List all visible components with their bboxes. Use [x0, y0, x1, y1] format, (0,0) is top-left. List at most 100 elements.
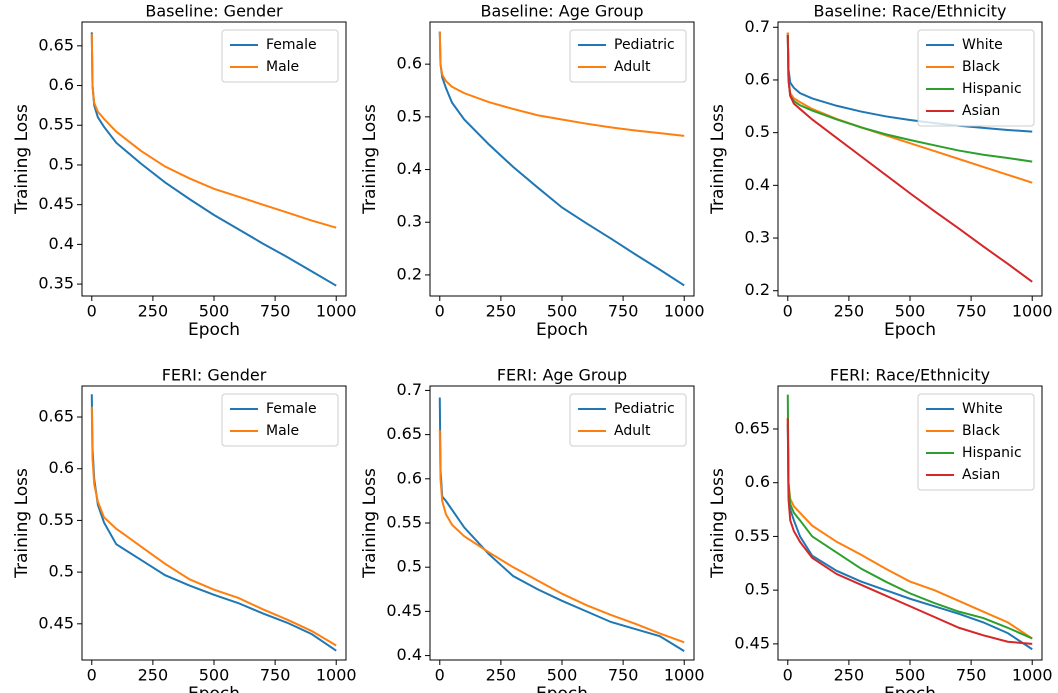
x-axis-label: Epoch: [188, 684, 240, 693]
y-tick-label: 0.5: [49, 562, 74, 581]
x-tick-label: 250: [834, 666, 865, 685]
legend-label: Adult: [614, 59, 651, 75]
y-tick-label: 0.5: [745, 580, 770, 599]
x-tick-label: 250: [138, 302, 169, 321]
y-axis-label: Training Loss: [12, 468, 32, 579]
legend-label: White: [962, 37, 1003, 53]
series-line: [438, 31, 685, 287]
subplot: FERI: Gender 0 250 500 750 1000 0.45 0.5 0.55 0.6…: [12, 366, 357, 693]
y-tick-label: 0.6: [397, 54, 422, 73]
x-tick-label: 0: [783, 302, 793, 321]
y-tick-label: 0.4: [49, 234, 74, 253]
y-tick-label: 0.35: [38, 274, 74, 293]
legend: Female Male: [221, 29, 339, 83]
series-line: [786, 32, 1033, 133]
y-tick-label: 0.2: [745, 280, 770, 299]
legend-box: [221, 29, 339, 83]
plot-area: [90, 32, 337, 287]
y-tick-label: 0.5: [397, 106, 422, 125]
plot-area: [786, 32, 1033, 283]
y-tick-label: 0.7: [397, 380, 422, 399]
legend: White Black Hispanic Asian: [917, 29, 1035, 127]
subplot: FERI: Age Group 0 250 500 750 1000 0.4 0.45 0.5 0…: [360, 366, 705, 693]
x-tick-label: 1000: [1012, 302, 1053, 321]
x-tick-label: 750: [260, 666, 291, 685]
x-tick-label: 0: [87, 666, 97, 685]
subplot-title: Baseline: Age Group: [480, 2, 643, 21]
x-tick-label: 1000: [1012, 666, 1053, 685]
y-tick-label: 0.2: [397, 264, 422, 283]
x-tick-label: 1000: [664, 666, 705, 685]
y-tick-label: 0.55: [38, 510, 74, 529]
y-axis-label: Training Loss: [12, 104, 32, 215]
y-tick-label: 0.55: [38, 115, 74, 134]
x-tick-label: 1000: [316, 666, 357, 685]
y-tick-label: 0.65: [38, 407, 74, 426]
y-tick-label: 0.5: [397, 557, 422, 576]
x-tick-label: 250: [486, 302, 517, 321]
y-axis-label: Training Loss: [360, 468, 380, 579]
y-tick-label: 0.4: [745, 175, 770, 194]
y-tick-label: 0.3: [745, 228, 770, 247]
y-axis-label: Training Loss: [708, 468, 728, 579]
legend-box: [221, 393, 339, 447]
x-tick-label: 250: [138, 666, 169, 685]
series-line: [438, 397, 685, 653]
series-line: [786, 35, 1033, 283]
x-tick-label: 1000: [316, 302, 357, 321]
legend-label: Hispanic: [962, 81, 1022, 97]
legend: Pediatric Adult: [569, 393, 687, 447]
legend-box: [917, 393, 1035, 491]
y-tick-label: 0.5: [49, 154, 74, 173]
subplot-title: FERI: Age Group: [497, 366, 627, 385]
x-tick-label: 500: [547, 666, 578, 685]
x-axis-label: Epoch: [884, 320, 936, 340]
x-tick-label: 750: [608, 302, 639, 321]
y-tick-label: 0.65: [38, 35, 74, 54]
y-tick-label: 0.45: [734, 633, 770, 652]
legend-box: [917, 29, 1035, 127]
y-tick-label: 0.3: [397, 212, 422, 231]
x-tick-label: 250: [834, 302, 865, 321]
series-line: [90, 406, 337, 647]
plot-area: [438, 397, 685, 653]
subplot: Baseline: Race/Ethnicity 0 250 500 750 1000 0.…: [708, 2, 1053, 341]
series-line: [438, 430, 685, 644]
x-axis-label: Epoch: [188, 320, 240, 340]
y-tick-label: 0.45: [38, 613, 74, 632]
legend-box: [569, 29, 687, 83]
x-tick-label: 500: [199, 666, 230, 685]
y-tick-label: 0.4: [397, 159, 422, 178]
y-axis-label: Training Loss: [360, 104, 380, 215]
plot-area: [786, 394, 1033, 651]
x-tick-label: 500: [895, 666, 926, 685]
x-tick-label: 0: [435, 666, 445, 685]
x-tick-label: 500: [199, 302, 230, 321]
y-tick-label: 0.5: [745, 122, 770, 141]
subplot-title: FERI: Race/Ethnicity: [830, 366, 990, 385]
legend: Pediatric Adult: [569, 29, 687, 83]
legend-label: White: [962, 401, 1003, 417]
x-axis-label: Epoch: [536, 320, 588, 340]
x-tick-label: 500: [895, 302, 926, 321]
y-tick-label: 0.6: [745, 472, 770, 491]
subplot: Baseline: Age Group 0 250 500 750 1000 0.2 0.3 0…: [360, 2, 705, 341]
plot-area: [438, 31, 685, 287]
legend-label: Male: [266, 423, 299, 439]
x-tick-label: 0: [435, 302, 445, 321]
legend-label: Female: [266, 37, 317, 53]
y-tick-label: 0.65: [386, 424, 422, 443]
y-axis-label: Training Loss: [708, 104, 728, 215]
x-tick-label: 500: [547, 302, 578, 321]
x-tick-label: 0: [87, 302, 97, 321]
x-axis-label: Epoch: [884, 684, 936, 693]
legend: Female Male: [221, 393, 339, 447]
y-tick-label: 0.55: [734, 526, 770, 545]
x-tick-label: 750: [956, 302, 987, 321]
legend-label: Pediatric: [614, 37, 675, 53]
series-line: [90, 32, 337, 287]
series-line: [438, 31, 685, 137]
legend-label: Male: [266, 59, 299, 75]
legend-label: Asian: [962, 103, 1000, 119]
